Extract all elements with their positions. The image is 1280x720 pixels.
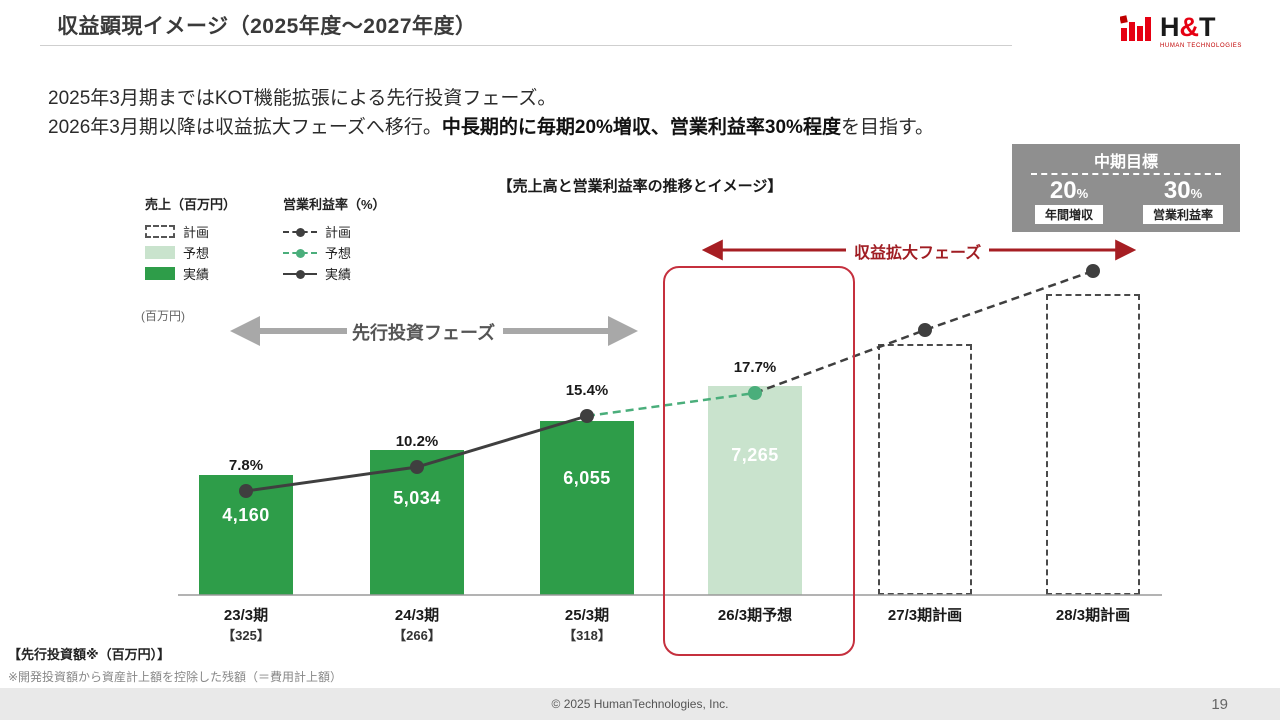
mid-target-col-growth: 20% 年間増収 bbox=[1012, 177, 1126, 225]
legend-item-margin-forecast: 予想 bbox=[283, 242, 386, 263]
plan-bar-swatch bbox=[145, 225, 175, 238]
actual-bar-swatch bbox=[145, 267, 175, 280]
bar-value-label: 6,055 bbox=[563, 468, 611, 488]
intro-line-2: 2026年3月期以降は収益拡大フェーズへ移行。中長期的に毎期20%増収、営業利益… bbox=[48, 117, 935, 139]
logo-subtext: HUMAN TECHNOLOGIES bbox=[1159, 43, 1242, 49]
mid-target-margin-col: 30% 営業利益率 bbox=[1126, 177, 1240, 225]
mid-target-margin-label: 営業利益率 bbox=[1142, 205, 1223, 225]
margin-pct-label: 15.4% bbox=[565, 382, 609, 399]
legend-item-sales-actual: 実績 bbox=[145, 263, 236, 284]
legend-sales-header: 売上（百万円） bbox=[145, 197, 237, 212]
x-axis-label: 24/3期 bbox=[394, 607, 440, 624]
copyright-text: © 2025 HumanTechnologies, Inc. bbox=[551, 697, 729, 711]
plan-line-swatch bbox=[283, 227, 317, 237]
sales-bar bbox=[708, 386, 802, 595]
mid-target-divider bbox=[1031, 173, 1221, 175]
forecast-highlight-box bbox=[663, 266, 855, 656]
footer: © 2025 HumanTechnologies, Inc. 19 bbox=[0, 688, 1280, 720]
mid-target-growth-value: 20% bbox=[1049, 177, 1089, 204]
legend-item-margin-actual: 実績 bbox=[283, 263, 386, 284]
x-axis-sub-label: 【318】 bbox=[563, 628, 611, 643]
x-axis-label: 27/3期計画 bbox=[887, 607, 963, 624]
bar-value-label: 4,160 bbox=[222, 505, 270, 525]
margin-pct-label: 17.7% bbox=[733, 359, 777, 376]
sales-bar bbox=[1046, 294, 1140, 595]
forecast-bar-swatch bbox=[145, 246, 175, 259]
x-axis-sub-label: 【325】 bbox=[222, 628, 270, 643]
x-axis-label: 25/3期 bbox=[564, 607, 610, 624]
page-number: 19 bbox=[1211, 695, 1228, 713]
sales-bar bbox=[199, 475, 293, 595]
sales-bar bbox=[878, 344, 972, 595]
bar-value-label: 7,265 bbox=[731, 445, 779, 465]
company-logo: H&T HUMAN TECHNOLOGIES bbox=[1119, 12, 1242, 50]
sales-bar bbox=[540, 421, 634, 595]
y-axis-unit-label: (百万円) bbox=[141, 309, 185, 323]
legend-item-sales-plan: 計画 bbox=[145, 221, 236, 242]
legend-item-margin-plan: 計画 bbox=[283, 221, 386, 242]
mid-target-growth-label: 年間増収 bbox=[1034, 205, 1103, 225]
mid-target-values: 20% 年間増収 30% 営業利益率 bbox=[1012, 177, 1240, 225]
legend-margin: 営業利益率（%） 計画 予想 実績 bbox=[283, 194, 386, 284]
intro-text: 2025年3月期まではKOT機能拡張による先行投資フェーズ。 2026年3月期以… bbox=[48, 84, 934, 143]
mid-target-box: 中期目標 20% 年間増収 30% 営業利益率 bbox=[1012, 144, 1240, 232]
x-axis-sub-label: 【266】 bbox=[393, 628, 441, 643]
logo-icon bbox=[1119, 15, 1151, 41]
margin-pct-label: 7.8% bbox=[228, 457, 264, 474]
chart-title: 【売上高と営業利益率の推移とイメージ】 bbox=[497, 178, 783, 195]
forecast-line-swatch bbox=[283, 248, 317, 258]
mid-target-margin-value: 30% bbox=[1163, 177, 1203, 204]
x-axis-label: 23/3期 bbox=[223, 607, 269, 624]
mid-target-title: 中期目標 bbox=[1093, 154, 1158, 171]
bar-value-label: 5,034 bbox=[393, 488, 441, 508]
legend-margin-header: 営業利益率（%） bbox=[283, 197, 386, 212]
intro-line-1: 2025年3月期まではKOT機能拡張による先行投資フェーズ。 bbox=[48, 88, 557, 109]
legend-sales: 売上（百万円） 計画 予想 実績 bbox=[145, 194, 236, 284]
x-axis-label: 26/3期予想 bbox=[717, 607, 793, 624]
legend-item-sales-forecast: 予想 bbox=[145, 242, 236, 263]
sales-bar bbox=[370, 450, 464, 595]
logo-text: H&T bbox=[1159, 12, 1216, 42]
title-underline bbox=[40, 45, 1012, 46]
x-axis-label: 28/3期計画 bbox=[1055, 607, 1131, 624]
margin-pct-label: 10.2% bbox=[395, 433, 439, 450]
page-title: 収益顕現イメージ（2025年度～2027年度） bbox=[57, 15, 477, 38]
invest-amount-title: 【先行投資額※（百万円）】 bbox=[8, 647, 171, 662]
actual-line-swatch bbox=[283, 269, 317, 279]
phase-invest-label: 先行投資フェーズ bbox=[352, 323, 496, 343]
logo-text-wrap: H&T HUMAN TECHNOLOGIES bbox=[1159, 12, 1242, 50]
phase-expand-label: 収益拡大フェーズ bbox=[846, 239, 990, 263]
footnote: ※開発投資額から資産計上額を控除した残額（＝費用計上額） bbox=[8, 670, 343, 684]
logo-ampersand: & bbox=[1179, 12, 1199, 42]
